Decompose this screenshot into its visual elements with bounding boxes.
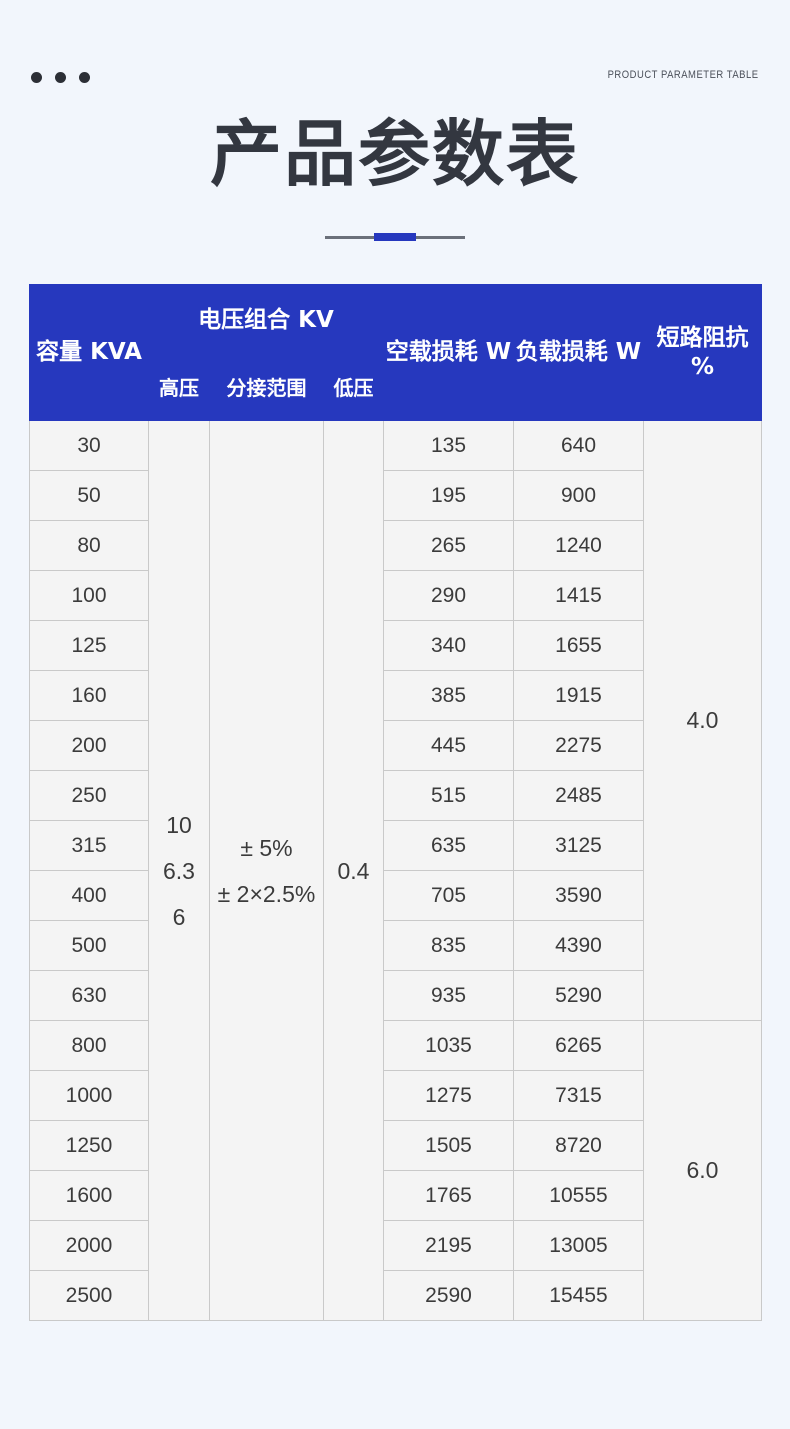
table-row: 1250 1505 8720 xyxy=(29,1120,762,1171)
cell-load-loss: 900 xyxy=(513,470,644,521)
cell-no-load-loss: 1765 xyxy=(383,1170,514,1221)
page-header: PRODUCT PARAMETER TABLE xyxy=(0,0,790,110)
cell-capacity: 250 xyxy=(29,770,149,821)
table-row: 125 340 1655 xyxy=(29,620,762,671)
table-row: 100 290 1415 xyxy=(29,570,762,621)
cell-capacity: 500 xyxy=(29,920,149,971)
table-row: 630 935 5290 xyxy=(29,970,762,1021)
col-header-impedance: 短路阻抗 % xyxy=(643,284,762,421)
table-row: 80 265 1240 xyxy=(29,520,762,571)
decorative-dots xyxy=(31,72,90,83)
cell-no-load-loss: 705 xyxy=(383,870,514,921)
cell-capacity: 125 xyxy=(29,620,149,671)
cell-tapping-range: ± 5% ± 2×2.5% xyxy=(209,420,324,1321)
table-header-row-secondary: 高压 分接范围 低压 xyxy=(30,356,762,421)
cell-load-loss: 3125 xyxy=(513,820,644,871)
table-row: 160 385 1915 xyxy=(29,670,762,721)
dot-icon xyxy=(79,72,90,83)
cell-no-load-loss: 2590 xyxy=(383,1270,514,1321)
cell-low-voltage: 0.4 xyxy=(323,420,384,1321)
col-header-load-loss: 负载损耗 W xyxy=(513,284,644,421)
cell-load-loss: 2275 xyxy=(513,720,644,771)
cell-load-loss: 8720 xyxy=(513,1120,644,1171)
title-divider xyxy=(325,233,465,241)
cell-impedance: 4.0 xyxy=(643,420,762,1021)
cell-load-loss: 15455 xyxy=(513,1270,644,1321)
cell-no-load-loss: 195 xyxy=(383,470,514,521)
cell-capacity: 80 xyxy=(29,520,149,571)
cell-impedance: 6.0 xyxy=(643,1020,762,1321)
cell-capacity: 1600 xyxy=(29,1170,149,1221)
cell-capacity: 100 xyxy=(29,570,149,621)
cell-load-loss: 5290 xyxy=(513,970,644,1021)
table-row: 50 195 900 xyxy=(29,470,762,521)
cell-no-load-loss: 935 xyxy=(383,970,514,1021)
dot-icon xyxy=(31,72,42,83)
cell-load-loss: 6265 xyxy=(513,1020,644,1071)
cell-no-load-loss: 515 xyxy=(383,770,514,821)
cell-load-loss: 13005 xyxy=(513,1220,644,1271)
cell-no-load-loss: 1505 xyxy=(383,1120,514,1171)
cell-load-loss: 4390 xyxy=(513,920,644,971)
table-row: 315 635 3125 xyxy=(29,820,762,871)
table-header: 容量 KVA 电压组合 KV 空载损耗 W 负载损耗 W 短路阻抗 % 高压 分… xyxy=(29,284,762,421)
cell-no-load-loss: 835 xyxy=(383,920,514,971)
page-title: 产品参数表 xyxy=(209,112,580,196)
table-row: 1000 1275 7315 xyxy=(29,1070,762,1121)
divider-blue-bar xyxy=(374,233,416,241)
cell-capacity: 30 xyxy=(29,420,149,471)
col-header-voltage-group: 电压组合 KV xyxy=(148,284,384,357)
cell-capacity: 50 xyxy=(29,470,149,521)
cell-no-load-loss: 2195 xyxy=(383,1220,514,1271)
col-header-capacity: 容量 KVA xyxy=(29,284,149,421)
cell-no-load-loss: 265 xyxy=(383,520,514,571)
cell-no-load-loss: 1275 xyxy=(383,1070,514,1121)
cell-capacity: 315 xyxy=(29,820,149,871)
cell-load-loss: 1655 xyxy=(513,620,644,671)
table-row: 2500 2590 15455 xyxy=(29,1270,762,1321)
cell-capacity: 2000 xyxy=(29,1220,149,1271)
header-eyebrow-text: PRODUCT PARAMETER TABLE xyxy=(608,69,759,81)
parameter-table-container: 容量 KVA 电压组合 KV 空载损耗 W 负载损耗 W 短路阻抗 % 高压 分… xyxy=(29,284,762,1366)
cell-capacity: 1000 xyxy=(29,1070,149,1121)
cell-load-loss: 10555 xyxy=(513,1170,644,1221)
cell-no-load-loss: 635 xyxy=(383,820,514,871)
cell-load-loss: 3590 xyxy=(513,870,644,921)
table-row: 30 10 6.3 6 ± 5% ± 2×2.5% 0.4 135 640 4.0 xyxy=(29,420,762,1321)
table-row: 2000 2195 13005 xyxy=(29,1220,762,1271)
cell-capacity: 200 xyxy=(29,720,149,771)
cell-capacity: 400 xyxy=(29,870,149,921)
cell-capacity: 800 xyxy=(29,1020,149,1071)
cell-capacity: 160 xyxy=(29,670,149,721)
col-header-high-voltage: 高压 xyxy=(148,356,210,421)
cell-load-loss: 2485 xyxy=(513,770,644,821)
cell-capacity: 1250 xyxy=(29,1120,149,1171)
col-header-low-voltage: 低压 xyxy=(323,356,384,421)
table-row: 250 515 2485 xyxy=(29,770,762,821)
table-row: 200 445 2275 xyxy=(29,720,762,771)
cell-no-load-loss: 290 xyxy=(383,570,514,621)
cell-capacity: 2500 xyxy=(29,1270,149,1321)
table-header-row-primary: 容量 KVA 电压组合 KV 空载损耗 W 负载损耗 W 短路阻抗 % xyxy=(29,284,762,421)
col-header-no-load-loss: 空载损耗 W xyxy=(383,284,514,421)
parameter-table: 容量 KVA 电压组合 KV 空载损耗 W 负载损耗 W 短路阻抗 % 高压 分… xyxy=(29,284,762,1321)
cell-capacity: 630 xyxy=(29,970,149,1021)
cell-high-voltage: 10 6.3 6 xyxy=(148,420,210,1321)
cell-no-load-loss: 135 xyxy=(383,420,514,471)
cell-load-loss: 640 xyxy=(513,420,644,471)
cell-no-load-loss: 340 xyxy=(383,620,514,671)
col-header-tapping-range: 分接范围 xyxy=(209,356,324,421)
cell-load-loss: 7315 xyxy=(513,1070,644,1121)
cell-load-loss: 1415 xyxy=(513,570,644,621)
cell-load-loss: 1915 xyxy=(513,670,644,721)
cell-load-loss: 1240 xyxy=(513,520,644,571)
table-row: 800 1035 6265 6.0 xyxy=(29,1020,762,1321)
table-body: 30 10 6.3 6 ± 5% ± 2×2.5% 0.4 135 640 4.0 50 195… xyxy=(29,420,762,1321)
dot-icon xyxy=(55,72,66,83)
cell-no-load-loss: 385 xyxy=(383,670,514,721)
cell-no-load-loss: 1035 xyxy=(383,1020,514,1071)
cell-no-load-loss: 445 xyxy=(383,720,514,771)
